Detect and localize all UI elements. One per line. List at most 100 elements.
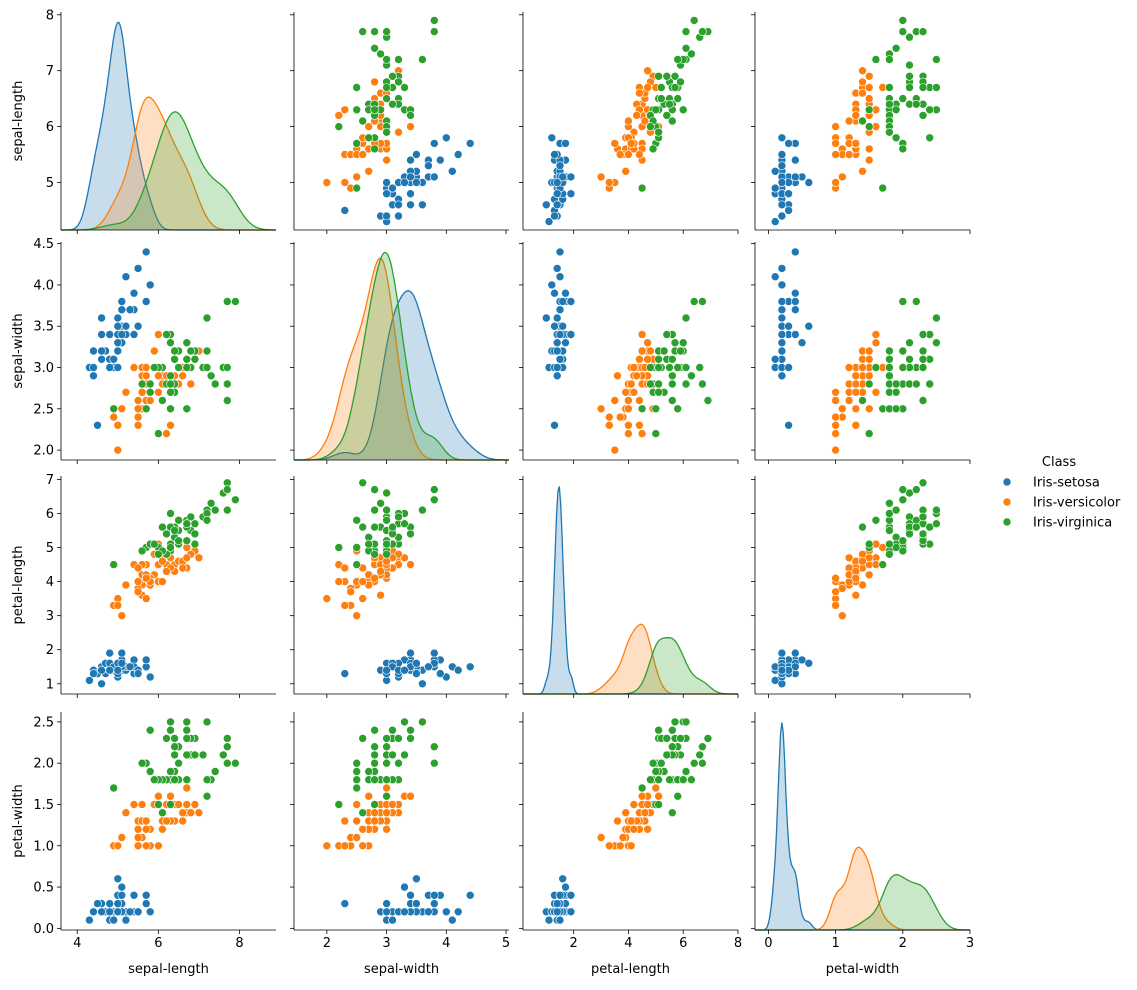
point-Iris-setosa [784,206,793,215]
point-Iris-virginica [166,404,175,414]
point-Iris-virginica [170,346,179,356]
kde-line-Iris-virginica [61,111,277,231]
point-Iris-virginica [388,72,397,81]
point-Iris-versicolor [624,404,633,414]
point-Iris-versicolor [154,791,163,801]
point-Iris-versicolor [174,800,183,809]
point-Iris-versicolor [604,841,614,851]
point-Iris-virginica [352,775,362,785]
point-Iris-virginica [905,529,914,539]
point-Iris-virginica [370,775,379,785]
point-Iris-virginica [429,742,439,752]
y-axis-label: petal-length [11,545,26,624]
point-Iris-virginica [400,717,409,727]
point-Iris-versicolor [340,563,350,573]
point-Iris-virginica [370,144,379,154]
point-Iris-versicolor [851,404,861,414]
x-tick-label: 6 [154,936,162,951]
point-Iris-setosa [770,354,780,364]
point-Iris-versicolor [858,66,867,75]
y-axis-label: sepal-width [11,313,26,388]
point-Iris-virginica [190,354,200,364]
point-Iris-versicolor [141,594,151,603]
point-Iris-versicolor [621,387,631,397]
point-Iris-virginica [202,363,212,372]
point-Iris-virginica [400,750,409,760]
point-Iris-virginica [352,767,362,776]
y-tick-label: 7 [46,473,54,488]
point-Iris-versicolor [654,791,663,801]
point-Iris-virginica [864,379,874,389]
y-axis-label: sepal-length [11,81,26,162]
point-Iris-setosa [447,915,457,925]
point-Iris-versicolor [635,420,644,430]
point-Iris-virginica [166,379,175,389]
point-Iris-versicolor [178,816,187,826]
point-Iris-virginica [358,522,368,532]
point-Iris-versicolor [117,404,127,414]
point-Iris-versicolor [837,404,847,414]
point-Iris-virginica [687,49,696,59]
point-Iris-versicolor [129,363,139,372]
point-Iris-setosa [555,330,565,339]
point-Iris-virginica [388,725,397,735]
point-Iris-setosa [552,338,562,348]
point-Iris-setosa [89,363,98,372]
point-Iris-setosa [429,899,439,908]
point-Iris-setosa [550,420,559,430]
panel-sepal-length-vs-petal-length [519,12,739,234]
panel-sepal-width-vs-sepal-width [290,242,509,464]
point-Iris-virginica [670,717,680,727]
point-Iris-versicolor [851,371,861,381]
point-Iris-virginica [654,72,663,81]
point-Iris-versicolor [831,139,840,148]
point-Iris-versicolor [322,178,332,187]
point-Iris-setosa [89,371,98,381]
point-Iris-virginica [864,105,874,115]
point-Iris-virginica [174,758,183,768]
point-Iris-versicolor [133,577,143,586]
point-Iris-setosa [552,189,562,198]
point-Iris-setosa [105,363,114,372]
point-Iris-virginica [654,800,663,809]
point-Iris-versicolor [851,139,861,148]
point-Iris-virginica [190,529,200,539]
point-Iris-virginica [885,549,894,559]
point-Iris-versicolor [596,833,606,842]
point-Iris-versicolor [632,371,642,381]
kde-fill-Iris-virginica [755,874,970,930]
point-Iris-virginica [918,83,928,92]
point-Iris-virginica [382,505,391,515]
point-Iris-virginica [418,505,427,515]
point-Iris-virginica [109,560,118,569]
point-Iris-versicolor [340,816,350,826]
point-Iris-virginica [202,791,212,801]
point-Iris-setosa [777,200,787,210]
kde-fill-Iris-versicolor [755,847,970,930]
point-Iris-virginica [871,363,881,372]
point-Iris-virginica [665,775,674,785]
point-Iris-versicolor [613,371,622,381]
point-Iris-virginica [673,363,683,372]
point-Iris-setosa [777,305,787,315]
point-Iris-virginica [637,183,647,193]
point-Iris-virginica [358,478,368,488]
point-Iris-versicolor [145,396,155,405]
point-Iris-setosa [412,899,421,908]
point-Iris-setosa [340,206,350,215]
y-tick-label: 8 [46,8,54,23]
point-Iris-setosa [394,200,403,210]
point-Iris-versicolor [844,396,854,405]
point-Iris-virginica [678,338,688,348]
point-Iris-versicolor [596,404,606,414]
point-Iris-setosa [441,133,451,143]
point-Iris-setosa [552,178,562,187]
point-Iris-versicolor [629,824,639,834]
point-Iris-setosa [424,161,433,170]
point-Iris-versicolor [129,800,139,809]
point-Iris-virginica [202,515,212,525]
point-Iris-versicolor [382,824,391,834]
point-Iris-versicolor [629,363,639,372]
point-Iris-setosa [558,172,568,182]
point-Iris-virginica [918,478,928,488]
